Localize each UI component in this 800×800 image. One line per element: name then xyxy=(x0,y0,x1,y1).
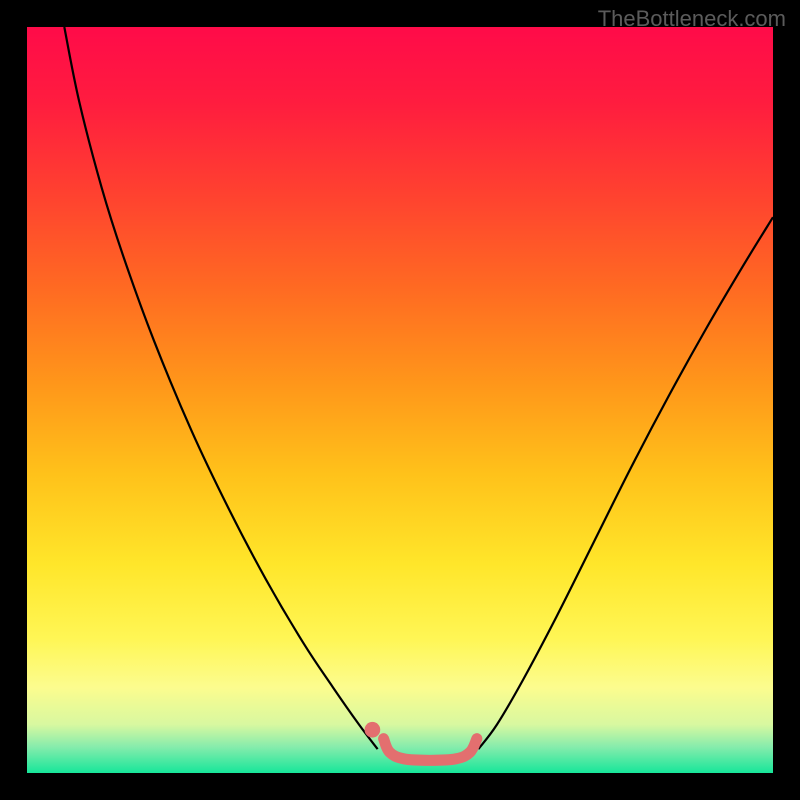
gradient-plot-area xyxy=(27,27,773,773)
watermark-text: TheBottleneck.com xyxy=(598,6,786,32)
chart-svg xyxy=(0,0,800,800)
bottleneck-chart: TheBottleneck.com xyxy=(0,0,800,800)
marker-dot xyxy=(365,722,381,738)
